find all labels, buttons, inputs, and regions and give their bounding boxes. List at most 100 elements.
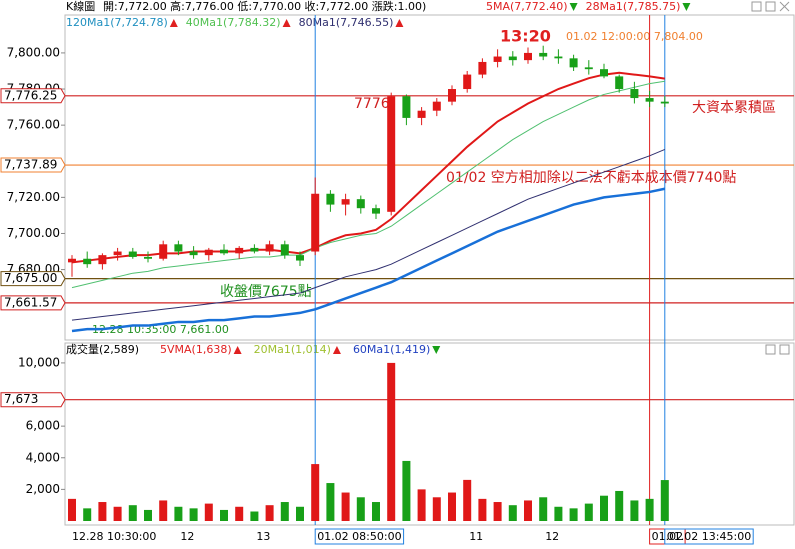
legend-entry: 120Ma1(7,724.78) <box>66 16 168 29</box>
price-panel <box>64 14 795 341</box>
volume-bar <box>235 506 244 521</box>
volume-bar <box>569 508 578 521</box>
candle-body <box>189 251 198 256</box>
icon[interactable] <box>779 344 790 355</box>
level-label: 7,737.89 <box>4 158 57 172</box>
volume-bar <box>83 508 92 521</box>
volume-bar <box>615 490 624 521</box>
y-tick-label: 4,000 <box>26 450 60 464</box>
candle-body <box>660 101 669 104</box>
volume-bar <box>539 497 548 521</box>
candle-body <box>159 244 168 259</box>
volume-bar <box>432 497 441 521</box>
legend-entry: 5MA(7,772.40) <box>486 0 568 13</box>
candle-body <box>524 52 532 61</box>
volume-bar <box>311 464 320 521</box>
volume-bar <box>265 505 274 521</box>
candle-body <box>128 251 137 257</box>
trend-icon <box>432 346 441 354</box>
volume-bar <box>356 497 365 521</box>
volume-title: 成交量(2,589) <box>66 342 139 356</box>
volume-bar <box>250 511 259 521</box>
volume-bar <box>220 509 228 521</box>
level-label: 7,673 <box>4 392 38 406</box>
icon[interactable] <box>779 1 790 12</box>
annotation: 01.02 12:00:00 7,804.00 <box>566 30 703 43</box>
y-tick-label: 7,720.00 <box>7 190 60 204</box>
candle-body <box>615 76 624 90</box>
level-label: 7,661.57 <box>4 295 57 309</box>
candle-body <box>645 98 654 102</box>
candle-body <box>280 244 289 256</box>
trend-icon <box>682 3 691 11</box>
trend-icon <box>395 19 404 27</box>
candle-body <box>508 56 517 61</box>
level-tag <box>0 392 66 408</box>
x-tick-label: 12 <box>545 530 559 543</box>
volume-bar <box>189 508 198 521</box>
icon[interactable] <box>765 344 776 355</box>
x-tick-label: 01.02 08:50:00 <box>317 530 401 543</box>
volume-bar <box>448 492 456 521</box>
candle-body <box>539 52 548 57</box>
y-tick-label: 7,760.00 <box>7 118 60 132</box>
candle-body <box>448 89 456 102</box>
x-tick-label: 13 <box>256 530 270 543</box>
candle-body <box>478 61 487 75</box>
legend-entry: 5VMA(1,638) <box>160 343 232 356</box>
volume-bar <box>296 506 304 521</box>
legend-entry: 28Ma1(7,785.75) <box>586 0 681 13</box>
y-tick-label: 7,700.00 <box>7 226 60 240</box>
icon[interactable] <box>765 1 776 12</box>
candle-body <box>493 56 502 62</box>
candle-body <box>600 69 608 77</box>
volume-bar <box>645 498 654 521</box>
ma-line <box>71 71 665 264</box>
level-tag <box>0 88 66 104</box>
header-title: K線圖 <box>66 0 95 13</box>
x-label-box <box>664 528 754 545</box>
volume-bar <box>128 505 137 521</box>
candle-body <box>402 96 411 118</box>
annotation: 收盤價7675點 <box>220 283 312 300</box>
volume-bar <box>463 479 472 521</box>
level-tag <box>0 271 66 287</box>
x-tick-label: 01.02 <box>652 530 684 543</box>
legend-entry: 40Ma1(7,784.32) <box>186 16 281 29</box>
candle-body <box>265 244 274 252</box>
level-tag <box>0 295 66 311</box>
volume-bar <box>600 495 608 521</box>
window-icons[interactable] <box>751 1 790 355</box>
candle-body <box>220 249 228 254</box>
volume-bar <box>113 506 122 521</box>
legend-entry: 60Ma1(1,419) <box>353 343 430 356</box>
x-tick-label: 11 <box>469 530 483 543</box>
candle-body <box>417 110 426 118</box>
annotation: 13:20 <box>500 27 551 46</box>
trend-icon <box>332 346 341 354</box>
candle-body <box>569 58 578 68</box>
candle-body <box>235 247 244 254</box>
candle-body <box>630 89 639 99</box>
icon[interactable] <box>751 1 762 12</box>
y-tick-label: 7,800.00 <box>7 45 60 59</box>
level-label: 7,675.00 <box>4 271 57 285</box>
x-label-box <box>314 528 405 545</box>
volume-bar <box>584 503 593 521</box>
volume-bar <box>402 460 411 521</box>
volume-bar <box>660 480 669 521</box>
volume-bar <box>159 500 168 521</box>
trend-icon <box>569 3 578 11</box>
y-tick-label: 6,000 <box>26 419 60 433</box>
volume-bar <box>204 503 213 521</box>
candle-body <box>387 96 396 212</box>
candle-body <box>372 208 380 214</box>
volume-bar <box>508 505 517 521</box>
ma-line <box>71 80 665 289</box>
legend-entry: 20Ma1(1,014) <box>254 343 331 356</box>
candle-body <box>311 193 320 252</box>
y-tick-label: 10,000 <box>18 355 60 369</box>
volume-bar <box>630 500 639 521</box>
